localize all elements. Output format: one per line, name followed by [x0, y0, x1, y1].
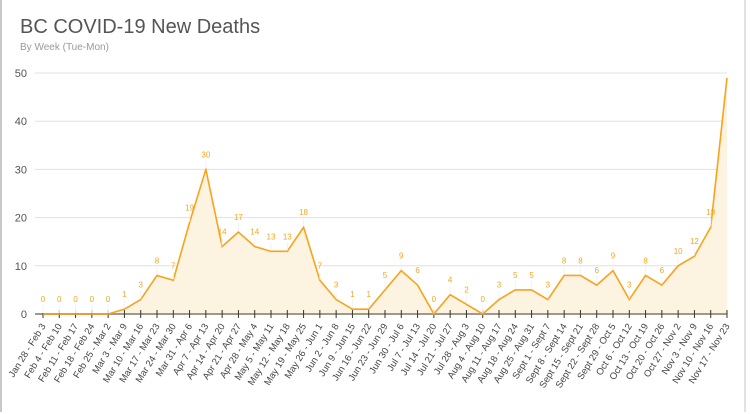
data-label: 3 [138, 281, 143, 290]
y-tick-label: 40 [15, 116, 27, 128]
data-label: 8 [155, 256, 160, 265]
data-label: 10 [674, 247, 683, 256]
data-label: 12 [690, 237, 699, 246]
data-label: 3 [546, 281, 551, 290]
data-label: 0 [480, 295, 485, 304]
area-fill [43, 77, 727, 314]
data-label: 1 [366, 290, 371, 299]
data-label: 0 [57, 295, 62, 304]
data-label: 0 [106, 295, 111, 304]
data-label: 17 [234, 213, 243, 222]
chart-subtitle: By Week (Tue-Mon) [20, 42, 109, 53]
data-label: 4 [448, 276, 453, 285]
data-label: 6 [415, 266, 420, 275]
data-label: 7 [318, 261, 323, 270]
y-tick-label: 50 [15, 68, 27, 80]
data-label: 9 [399, 252, 404, 261]
data-label: 5 [383, 271, 388, 280]
data-label: 8 [643, 256, 648, 265]
data-label: 19 [185, 203, 194, 212]
data-label: 1 [122, 290, 127, 299]
data-label: 7 [171, 261, 176, 270]
data-label: 3 [497, 281, 502, 290]
data-label: 13 [267, 232, 276, 241]
data-label: 30 [201, 150, 210, 159]
data-label: 6 [594, 266, 599, 275]
data-label: 5 [513, 271, 518, 280]
data-label: 3 [627, 281, 632, 290]
data-label: 5 [529, 271, 534, 280]
y-tick-label: 10 [15, 261, 27, 273]
data-label: 6 [660, 266, 665, 275]
data-label: 14 [250, 228, 259, 237]
data-label: 18 [706, 208, 715, 217]
data-label: 1 [350, 290, 355, 299]
data-label: 18 [299, 208, 308, 217]
y-tick-label: 30 [15, 164, 27, 176]
data-label: 8 [562, 256, 567, 265]
data-label: 0 [432, 295, 437, 304]
data-label: 0 [73, 295, 78, 304]
data-label: 13 [283, 232, 292, 241]
y-tick-label: 20 [15, 213, 27, 225]
data-label: 0 [41, 295, 46, 304]
data-label: 9 [611, 252, 616, 261]
chart-title: BC COVID-19 New Deaths [20, 16, 261, 38]
y-tick-label: 0 [21, 309, 27, 321]
data-label: 0 [90, 295, 95, 304]
series-line [43, 77, 728, 316]
data-label: 14 [218, 228, 227, 237]
data-label: 8 [578, 256, 583, 265]
data-label: 2 [464, 285, 469, 294]
data-label: 3 [334, 281, 339, 290]
